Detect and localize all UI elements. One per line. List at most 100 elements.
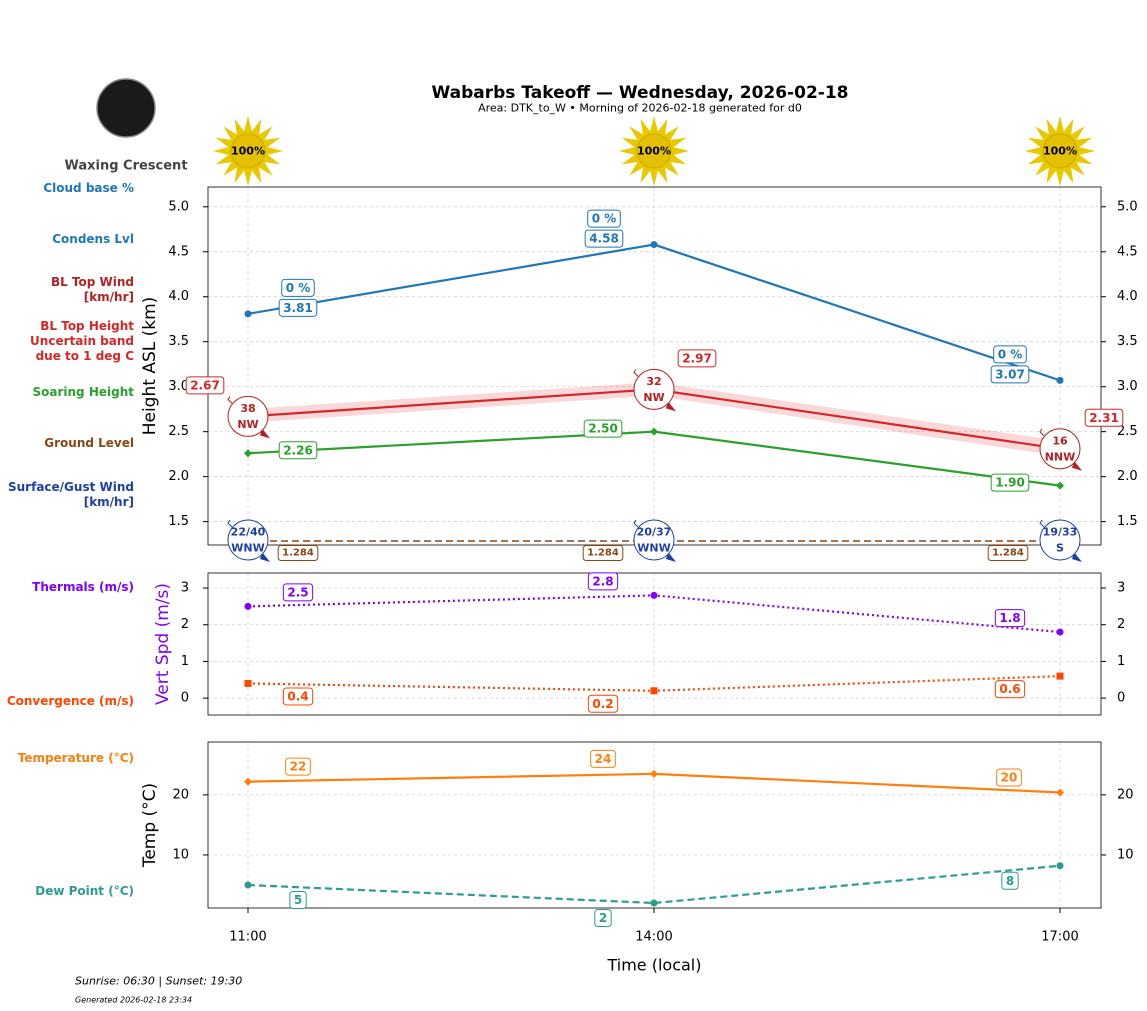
data-label: 2.26: [283, 443, 313, 457]
data-label: 2.8: [592, 574, 613, 588]
data-label-box: [677, 349, 717, 368]
plot-frame: [207, 572, 1102, 716]
wind-direction: NW: [237, 418, 258, 431]
wind-speed: 16: [1052, 434, 1068, 447]
wind-arrow: [1072, 552, 1082, 563]
y2-tick-label: 3.0: [1117, 379, 1138, 394]
data-label-box: [289, 890, 307, 909]
y-axis-label: Height ASL (km): [140, 297, 160, 436]
wind-arrow: [260, 428, 270, 439]
wind-direction: NW: [643, 391, 664, 404]
data-label: 0.6: [999, 682, 1020, 696]
y2-tick-label: 1: [1117, 654, 1125, 669]
wind-circle: [633, 519, 675, 561]
y2-tick-label: 10: [1117, 847, 1134, 862]
marker: [650, 899, 658, 907]
data-label: 22: [290, 760, 307, 774]
data-label-box: [587, 209, 621, 228]
data-label-box: [583, 419, 623, 438]
marker: [650, 769, 658, 778]
wind-direction: WNW: [231, 542, 264, 555]
wind-circle: [227, 519, 269, 561]
marker: [1056, 376, 1064, 384]
data-label-box: [185, 376, 225, 395]
y-axis-label: Vert Spd (m/s): [153, 583, 173, 705]
data-label: 1.284: [992, 548, 1024, 559]
sun-label: 100%: [231, 145, 265, 158]
y2-tick-label: 2: [1117, 617, 1125, 632]
wind-circle: [633, 368, 675, 410]
y-tick-label: 2.0: [168, 469, 189, 484]
data-label-box: [281, 278, 315, 297]
data-label-box: [584, 229, 624, 248]
y-tick-label: 3.0: [168, 379, 189, 394]
marker: [650, 427, 658, 436]
data-label-box: [1084, 408, 1124, 427]
sun-label: 100%: [1043, 145, 1077, 158]
wind-arrow: [260, 552, 270, 563]
wind-circle: [1039, 519, 1081, 561]
chart-subtitle: Area: DTK_to_W • Morning of 2026-02-18 g…: [478, 102, 802, 115]
marker: [244, 679, 252, 687]
x-tick-label: 11:00: [229, 930, 266, 945]
data-label-box: [587, 572, 619, 591]
series-line: [247, 594, 1061, 634]
sun-label: 100%: [637, 145, 671, 158]
wind-speed: 19/33: [1043, 526, 1078, 539]
y-tick-label: 5.0: [168, 199, 189, 214]
data-label: 2.97: [682, 351, 712, 365]
legend-label: Surface/Gust Wind [km/hr]: [8, 480, 134, 509]
marker: [244, 449, 252, 458]
y-tick-label: 2.5: [168, 424, 189, 439]
legend-label: BL Top Height Uncertain band due to 1 de…: [30, 319, 134, 363]
y-axis-label: Temp (°C): [140, 783, 160, 868]
data-label: 2.50: [588, 422, 618, 436]
data-label: 2.67: [190, 378, 220, 392]
data-label-box: [582, 545, 624, 562]
y-tick-label: 10: [172, 847, 189, 862]
data-label: 1.284: [282, 548, 314, 559]
marker: [244, 777, 252, 786]
y2-tick-label: 20: [1117, 787, 1134, 802]
y2-tick-label: 1.5: [1117, 514, 1138, 529]
y2-tick-label: 2.5: [1117, 424, 1138, 439]
x-axis-label: Time (local): [606, 956, 701, 975]
data-label-box: [285, 757, 311, 776]
legend-label: Dew Point (°C): [35, 884, 134, 898]
wind-circle: [1039, 428, 1081, 470]
data-label-box: [587, 694, 619, 713]
sun-disc: [636, 133, 672, 169]
legend-label: Convergence (m/s): [6, 694, 134, 708]
y2-tick-label: 5.0: [1117, 199, 1138, 214]
data-label: 0.2: [592, 697, 613, 711]
plot-frame: [207, 186, 1102, 546]
y-tick-label: 1.5: [168, 514, 189, 529]
wind-circle: [227, 395, 269, 437]
wind-tail: [1039, 428, 1045, 437]
data-label-box: [994, 609, 1026, 628]
data-label: 4.58: [589, 232, 619, 246]
marker: [650, 241, 658, 249]
data-label-box: [278, 441, 318, 460]
y-tick-label: 3.5: [168, 334, 189, 349]
data-label: 2.31: [1089, 411, 1119, 425]
marker: [1056, 862, 1064, 870]
data-label-box: [994, 680, 1026, 699]
data-label-box: [990, 365, 1030, 384]
wind-arrow: [666, 401, 676, 412]
chart-title: Wabarbs Takeoff — Wednesday, 2026-02-18: [432, 83, 849, 103]
y-tick-label: 1: [181, 654, 189, 669]
y-tick-label: 0: [181, 691, 189, 706]
y-tick-label: 2: [181, 617, 189, 632]
series-line: [247, 864, 1061, 905]
sun-disc: [230, 133, 266, 169]
uncertainty-band: [248, 382, 1060, 456]
marker: [244, 881, 252, 889]
y-tick-label: 20: [172, 787, 189, 802]
wind-direction: WNW: [637, 542, 670, 555]
y2-tick-label: 0: [1117, 691, 1125, 706]
marker: [1056, 672, 1064, 680]
data-label: 2: [599, 911, 607, 925]
